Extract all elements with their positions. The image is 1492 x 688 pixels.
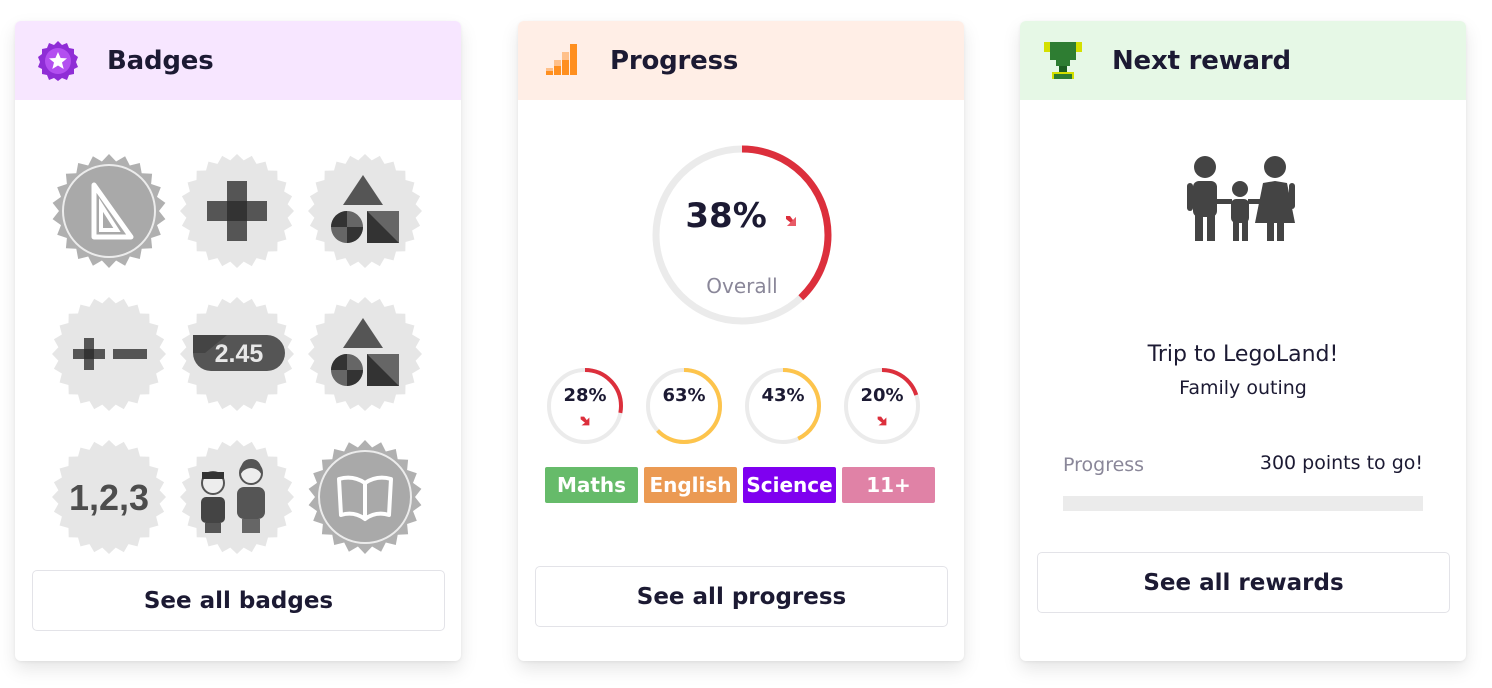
set-square-badge[interactable] — [45, 139, 173, 282]
plus-icon — [180, 153, 294, 268]
family-icon — [1183, 153, 1299, 247]
decimal-icon: 2.45 — [180, 296, 294, 411]
decimal-text: 2.45 — [215, 340, 264, 368]
reward-header: Next reward — [1020, 21, 1466, 100]
see-all-rewards-button[interactable]: See all rewards — [1037, 552, 1450, 613]
tag-eleven-plus[interactable]: 11+ — [842, 467, 935, 503]
science-percent: 43% — [761, 385, 805, 406]
shapes-icon — [308, 153, 422, 268]
counting-text: 1,2,3 — [69, 477, 149, 518]
english-progress-ring: 63% — [645, 367, 723, 445]
tag-maths[interactable]: Maths — [545, 467, 638, 503]
bar-chart-icon — [540, 40, 582, 82]
star-medal-icon — [37, 40, 79, 82]
plus-minus-badge[interactable] — [45, 282, 173, 425]
maths-percent: 28% — [563, 385, 607, 406]
subject-tags: Maths English Science 11+ — [545, 467, 935, 503]
counting-badge[interactable]: 1,2,3 — [45, 425, 173, 568]
tag-science[interactable]: Science — [743, 467, 836, 503]
shapes-badge[interactable] — [301, 139, 429, 282]
badges-title: Badges — [107, 45, 214, 76]
english-percent: 63% — [662, 385, 706, 406]
people-icon — [180, 439, 294, 554]
see-all-badges-button[interactable]: See all badges — [32, 570, 445, 631]
decimal-badge[interactable]: 2.45 — [173, 282, 301, 425]
reward-progress-bar — [1063, 496, 1423, 511]
eleven-plus-progress-ring: 20% — [843, 367, 921, 445]
trend-down-icon — [578, 413, 592, 432]
subject-rings: 28% 63% 43% 20% — [546, 367, 921, 445]
points-to-go: 300 points to go! — [1259, 452, 1423, 474]
reward-progress-label: Progress — [1063, 454, 1145, 476]
set-square-icon — [52, 153, 166, 268]
reward-subtitle: Family outing — [1179, 377, 1307, 399]
badge-grid: 2.45 1,2,3 — [45, 139, 429, 568]
counting-icon: 1,2,3 — [52, 439, 166, 554]
progress-card: Progress 38% Overall 28% — [518, 21, 964, 661]
overall-percent: 38% — [685, 196, 767, 236]
plus-badge[interactable] — [173, 139, 301, 282]
book-icon — [308, 439, 422, 554]
badges-card: Badges — [15, 21, 461, 661]
reward-card: Next reward Trip to LegoLand! Family out… — [1020, 21, 1466, 661]
reward-title: Next reward — [1112, 45, 1291, 76]
overall-label: Overall — [706, 274, 778, 298]
see-all-progress-button[interactable]: See all progress — [535, 566, 948, 627]
book-badge[interactable] — [301, 425, 429, 568]
trend-down-icon — [783, 198, 799, 238]
maths-progress-ring: 28% — [546, 367, 624, 445]
people-badge[interactable] — [173, 425, 301, 568]
shapes-icon — [308, 296, 422, 411]
progress-header: Progress — [518, 21, 964, 100]
overall-progress-ring: 38% Overall — [649, 142, 835, 328]
reward-name: Trip to LegoLand! — [1147, 342, 1339, 367]
shapes-badge-2[interactable] — [301, 282, 429, 425]
trend-down-icon — [875, 413, 889, 432]
progress-title: Progress — [610, 45, 739, 76]
overall-progress-arc — [652, 145, 832, 325]
plus-minus-icon — [52, 296, 166, 411]
trophy-icon — [1042, 40, 1084, 82]
eleven-plus-percent: 20% — [860, 385, 904, 406]
badges-header: Badges — [15, 21, 461, 100]
tag-english[interactable]: English — [644, 467, 737, 503]
science-progress-ring: 43% — [744, 367, 822, 445]
